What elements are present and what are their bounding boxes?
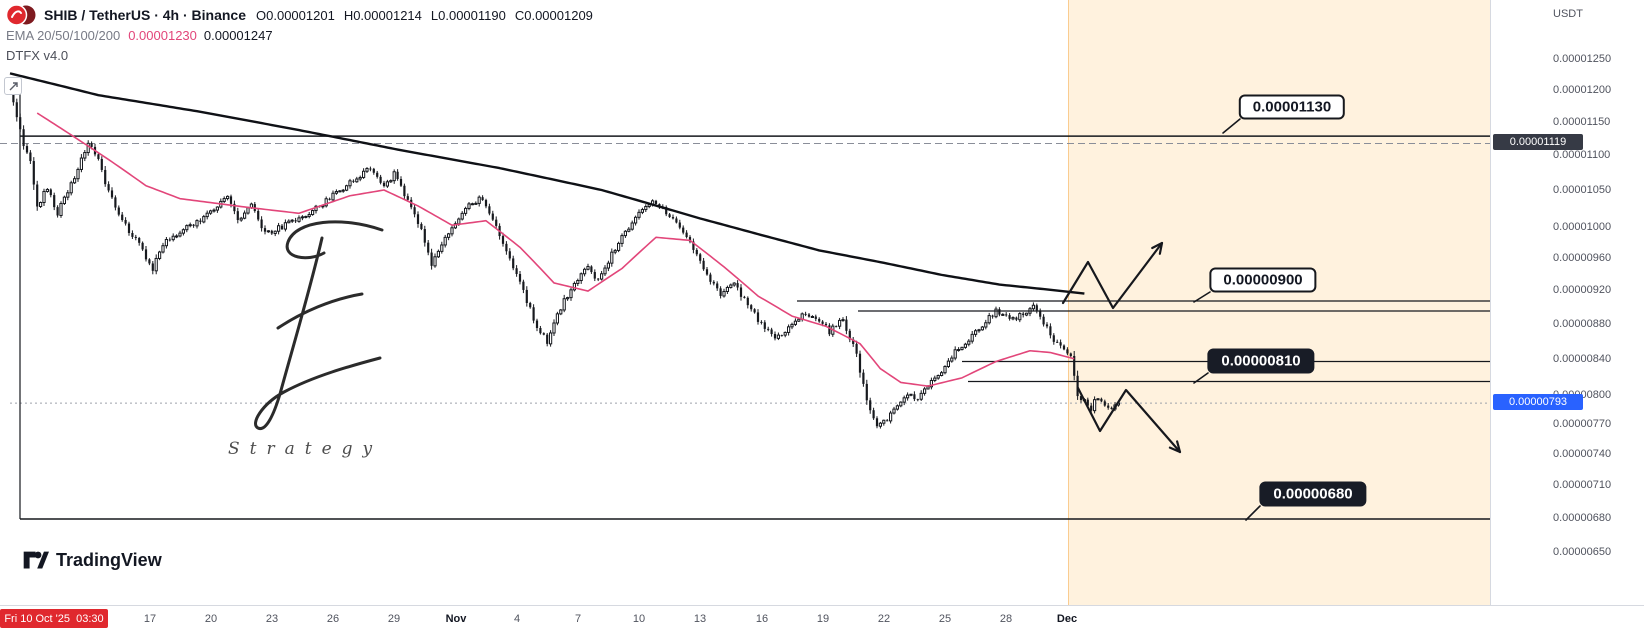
time-axis-tick-20: 20: [204, 613, 218, 625]
time-axis-tick-25: 25: [938, 613, 952, 625]
ohlc-open: O0.00001201: [256, 7, 335, 23]
tradingview-logo[interactable]: TradingView: [22, 548, 162, 572]
last-price-tag: 0.00000793: [1493, 394, 1583, 411]
price-axis[interactable]: USDT 0.00001250 0.00001200 0.00001150 0.000…: [1490, 0, 1644, 605]
prev-close-price-tag: 0.00001119: [1493, 134, 1583, 151]
tradingview-logo-text: TradingView: [56, 549, 162, 570]
price-axis-tick: 0.00000770: [1553, 418, 1612, 431]
price-axis-tick: 0.00001000: [1553, 221, 1612, 234]
price-callout-0.00000810[interactable]: 0.00000810: [1207, 348, 1315, 374]
crosshair-time-label: Fri 10 Oct '25 03:30: [0, 609, 108, 628]
time-axis-tick-Dec: Dec: [1056, 613, 1078, 625]
toolbar-toggle-icon[interactable]: [4, 77, 22, 95]
price-axis-currency: USDT: [1553, 8, 1583, 20]
ohlc-values: O0.00001201 H0.00001214 L0.00001190 C0.0…: [256, 8, 593, 23]
time-axis-tick-22: 22: [877, 613, 891, 625]
chart-area: Strategy SHIB / TetherUS · 4h · Binance …: [0, 0, 1490, 605]
symbol-pair-logo-icon[interactable]: [6, 4, 38, 26]
price-axis-tick: 0.00000960: [1553, 252, 1612, 264]
price-axis-tick: 0.00001100: [1553, 149, 1611, 162]
ohlc-low: L0.00001190: [430, 7, 506, 23]
time-axis-tick-26: 26: [326, 613, 340, 625]
ema-value-1: 0.00001230: [128, 27, 197, 43]
indicator-dtfx-label[interactable]: DTFX v4.0: [6, 47, 69, 63]
price-callout-0.00001130[interactable]: 0.00001130: [1238, 94, 1346, 120]
time-axis[interactable]: Fri 10 Oct '25 03:30 17 20 23 26 29 Nov 4 7 10 13…: [0, 605, 1644, 633]
time-axis-tick-29: 29: [387, 613, 401, 625]
ohlc-high: H0.00001214: [343, 7, 422, 23]
time-axis-tick-17: 17: [143, 613, 157, 625]
ema-value-2: 0.00001247: [203, 27, 273, 43]
symbol-title[interactable]: SHIB / TetherUS · 4h · Binance: [44, 7, 246, 23]
time-axis-tick-Nov: Nov: [445, 613, 467, 625]
price-axis-tick: 0.00000710: [1553, 479, 1612, 492]
price-axis-tick: 0.00000920: [1553, 284, 1612, 297]
chart-legend: SHIB / TetherUS · 4h · Binance O0.000012…: [6, 4, 593, 65]
price-axis-tick: 0.00001250: [1553, 53, 1612, 65]
price-axis-tick: 0.00001150: [1553, 115, 1611, 128]
time-axis-tick-16: 16: [755, 613, 769, 625]
time-axis-tick-23: 23: [265, 613, 279, 625]
candlestick-chart-canvas[interactable]: [0, 0, 1490, 605]
price-axis-tick: 0.00001050: [1553, 184, 1612, 197]
price-callout-0.00000680[interactable]: 0.00000680: [1259, 481, 1367, 507]
time-axis-tick-4: 4: [513, 613, 521, 625]
price-axis-tick: 0.00000880: [1553, 317, 1612, 330]
price-callout-0.00000900[interactable]: 0.00000900: [1209, 267, 1317, 293]
time-axis-tick-7: 7: [574, 613, 582, 625]
ohlc-close: C0.00001209: [514, 7, 593, 23]
time-axis-tick-19: 19: [816, 613, 830, 625]
price-axis-tick: 0.00000840: [1553, 352, 1612, 365]
price-axis-tick: 0.00000740: [1553, 448, 1612, 461]
price-axis-tick: 0.00000680: [1553, 511, 1612, 524]
time-axis-tick-10: 10: [632, 613, 646, 625]
indicator-ema-label[interactable]: EMA 20/50/100/200: [6, 27, 121, 43]
price-axis-tick: 0.00001200: [1553, 83, 1612, 96]
time-axis-tick-13: 13: [693, 613, 707, 625]
time-axis-tick-28: 28: [999, 613, 1013, 625]
tradingview-logo-icon: [23, 551, 49, 569]
price-axis-tick: 0.00000650: [1553, 545, 1612, 558]
